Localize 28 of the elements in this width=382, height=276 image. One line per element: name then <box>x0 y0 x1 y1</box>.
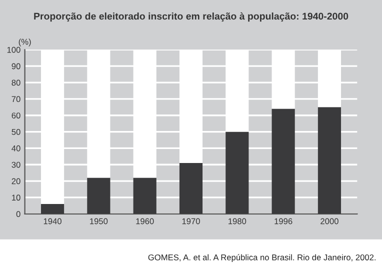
y-tick-label: 10 <box>12 194 20 201</box>
y-tick-label: 90 <box>12 63 20 70</box>
x-tick-label: 1960 <box>136 218 154 224</box>
bar <box>133 178 156 214</box>
y-tick-label: 0 <box>16 211 20 217</box>
x-tick-label: 2000 <box>320 218 338 224</box>
y-tick-label: 80 <box>12 80 20 86</box>
x-tick-label: 1940 <box>44 218 62 224</box>
x-tick-label: 1996 <box>274 218 292 224</box>
y-tick-label: 40 <box>12 145 20 152</box>
y-tick-label: 50 <box>12 128 20 135</box>
x-tick-label: 1980 <box>228 218 246 224</box>
x-tick-label: 1950 <box>90 218 108 224</box>
y-axis-title: (%) <box>18 38 31 46</box>
bar <box>272 108 295 214</box>
chart-title: Proporção de eleitorado inscrito em relação à população: 1940-2000 <box>34 12 348 22</box>
text: GOMES, A. et al. A República no Brasil. Rio de Janeiro, 2002. <box>148 254 376 262</box>
y-tick-label: 70 <box>12 96 20 102</box>
y-tick-label: 100 <box>7 46 20 53</box>
y-tick-label: 30 <box>12 162 20 168</box>
bar <box>318 107 342 214</box>
bar <box>87 178 110 214</box>
bar <box>40 204 64 214</box>
bar <box>179 162 203 214</box>
y-tick-label: 20 <box>12 178 20 184</box>
x-tick-label: 1970 <box>182 218 200 224</box>
bar <box>226 132 249 214</box>
y-tick-label: 60 <box>12 112 20 118</box>
